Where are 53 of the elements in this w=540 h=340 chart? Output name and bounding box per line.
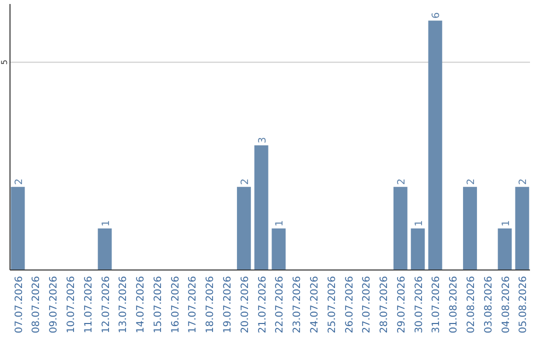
x-tick-label: 25.07.2026 bbox=[326, 276, 338, 334]
bar bbox=[463, 186, 477, 270]
x-tick-label: 31.07.2026 bbox=[431, 276, 442, 334]
data-label: 2 bbox=[14, 178, 25, 185]
bar bbox=[254, 145, 268, 270]
bar bbox=[10, 186, 25, 270]
data-label: 1 bbox=[414, 220, 425, 226]
x-tick-label: 30.07.2026 bbox=[414, 276, 425, 334]
x-tick-label: 05.08.2026 bbox=[518, 276, 530, 334]
bar bbox=[236, 186, 251, 270]
x-tick-label: 03.08.2026 bbox=[483, 276, 494, 334]
y-tick-label: 5 bbox=[0, 60, 9, 65]
x-tick-label: 24.07.2026 bbox=[309, 276, 320, 334]
x-tick-label: 18.07.2026 bbox=[205, 276, 216, 334]
x-tick-label: 15.07.2026 bbox=[152, 276, 164, 334]
data-label: 1 bbox=[500, 220, 512, 226]
x-tick-label: 02.08.2026 bbox=[466, 276, 477, 334]
x-tick-label: 28.07.2026 bbox=[379, 276, 390, 334]
bar bbox=[428, 20, 442, 270]
bar bbox=[498, 228, 512, 270]
x-tick-label: 14.07.2026 bbox=[136, 276, 147, 334]
x-tick-label: 10.07.2026 bbox=[66, 276, 77, 334]
x-tick-label: 11.07.2026 bbox=[83, 276, 94, 334]
x-tick-label: 08.07.2026 bbox=[31, 276, 42, 334]
data-label: 2 bbox=[240, 178, 251, 185]
x-tick-label: 26.07.2026 bbox=[344, 276, 356, 334]
bar bbox=[410, 228, 425, 270]
x-tick-label: 22.07.2026 bbox=[274, 276, 286, 334]
bar bbox=[272, 228, 286, 270]
data-label: 1 bbox=[100, 220, 112, 226]
bar bbox=[98, 228, 112, 270]
x-tick-label: 20.07.2026 bbox=[240, 276, 251, 334]
x-tick-label: 09.07.2026 bbox=[48, 276, 60, 334]
x-tick-label: 23.07.2026 bbox=[292, 276, 304, 334]
data-label: 3 bbox=[257, 136, 268, 144]
x-tick-label: 29.07.2026 bbox=[396, 276, 408, 334]
x-tick-label: 07.07.2026 bbox=[14, 276, 25, 334]
data-label: 6 bbox=[431, 12, 442, 19]
x-tick-label: 17.07.2026 bbox=[188, 276, 199, 334]
x-tick-label: 21.07.2026 bbox=[257, 276, 268, 334]
x-tick-label: 12.07.2026 bbox=[100, 276, 112, 334]
x-tick-label: 04.08.2026 bbox=[500, 276, 512, 334]
bar bbox=[393, 186, 408, 270]
data-label: 1 bbox=[274, 220, 286, 226]
x-tick-label: 01.08.2026 bbox=[448, 276, 460, 334]
bar bbox=[515, 186, 530, 270]
x-tick-label: 19.07.2026 bbox=[222, 276, 234, 334]
data-label: 2 bbox=[396, 178, 408, 185]
x-tick-label: 16.07.2026 bbox=[170, 276, 182, 334]
data-label: 2 bbox=[466, 178, 477, 185]
data-label: 2 bbox=[518, 178, 530, 185]
x-tick-label: 13.07.2026 bbox=[118, 276, 130, 334]
x-tick-label: 27.07.2026 bbox=[362, 276, 373, 334]
